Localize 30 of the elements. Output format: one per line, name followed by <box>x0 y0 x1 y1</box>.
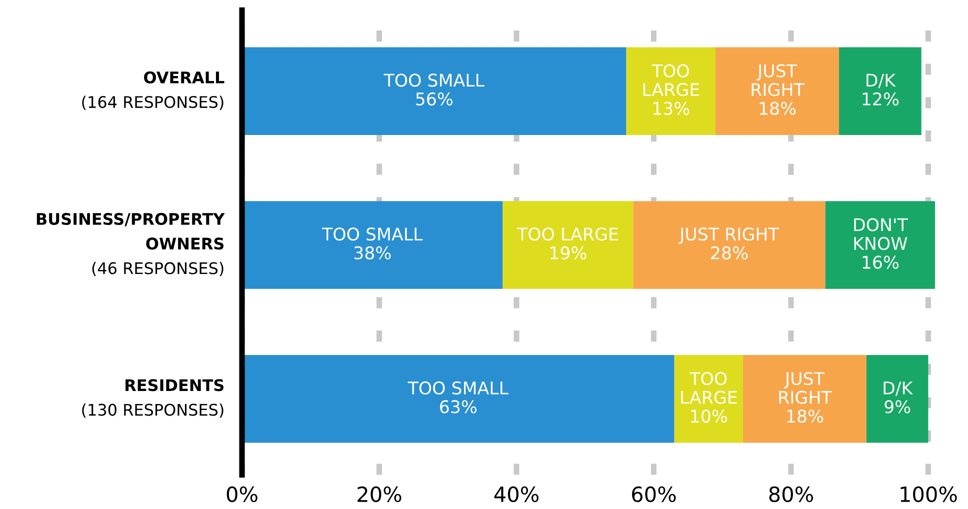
bar <box>715 47 840 135</box>
bar <box>502 201 634 289</box>
data-label: JUST RIGHT 28% <box>678 228 779 260</box>
data-label: JUST RIGHT 18% <box>779 372 832 423</box>
bar <box>674 355 743 443</box>
bar <box>825 201 936 289</box>
x-tick-label: 20% <box>358 486 402 502</box>
bar <box>626 47 716 135</box>
data-label: TOO LARGE 19% <box>516 228 618 260</box>
data-label: TOO SMALL 38% <box>322 228 423 260</box>
data-label: D/K 12% <box>862 74 899 106</box>
data-label: JUST RIGHT 18% <box>752 64 804 115</box>
bar <box>633 201 826 289</box>
x-tick-label: 60% <box>632 486 676 502</box>
x-tick-label: 0% <box>226 486 258 502</box>
bar <box>742 355 866 443</box>
data-label: D/K 9% <box>884 382 914 414</box>
data-label: DON'T KNOW 16% <box>854 218 908 269</box>
data-label: TOO LARGE 13% <box>643 64 699 115</box>
bar <box>839 47 922 135</box>
y-tick-label: OVERALL (164 RESPONSES) <box>82 71 224 110</box>
bar <box>866 355 928 443</box>
y-tick-label: RESIDENTS (130 RESPONSES) <box>82 379 224 418</box>
x-tick-label: 40% <box>494 486 538 502</box>
y-tick-label: BUSINESS/PROPERTY OWNERS (46 RESPONSES) <box>36 212 225 276</box>
x-tick-label: 80% <box>769 486 813 502</box>
x-tick-label: 100% <box>900 486 957 502</box>
data-label: TOO SMALL 56% <box>384 74 484 106</box>
data-label: TOO LARGE 10% <box>681 372 737 423</box>
data-label: TOO SMALL 63% <box>408 381 508 414</box>
